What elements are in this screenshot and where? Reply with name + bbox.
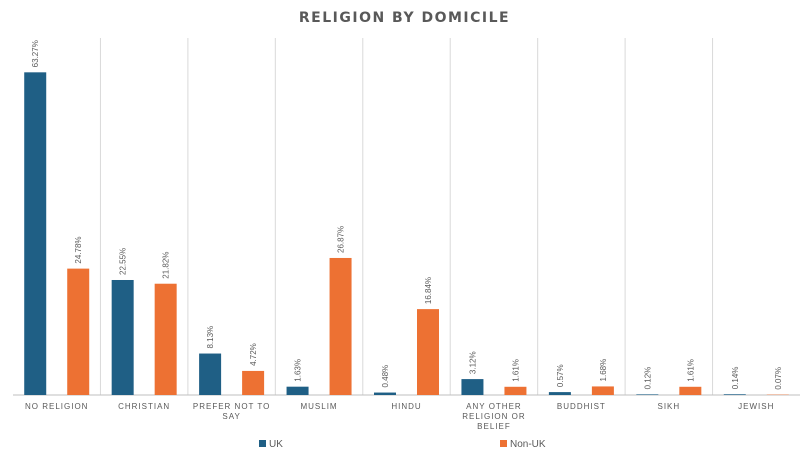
category-label-any-other-religion-or-belief: ANY OTHER RELIGION OR BELIEF: [452, 402, 536, 432]
data-label-non-uk-muslim: 26.87%: [337, 226, 346, 253]
category-label-buddhist: BUDDHIST: [539, 402, 623, 412]
category-label-jewish: JEWISH: [714, 402, 798, 412]
data-label-non-uk-christian: 21.82%: [162, 252, 171, 279]
bar-non-uk-any-other-religion-or-belief: [504, 387, 526, 395]
data-label-uk-any-other-religion-or-belief: 3.12%: [468, 351, 477, 374]
data-label-non-uk-no-religion: 24.78%: [74, 236, 83, 263]
bar-uk-hindu: [374, 393, 396, 395]
legend-label-uk: UK: [269, 439, 283, 450]
bar-uk-sikh: [636, 394, 658, 395]
bar-non-uk-prefer-not-to-say: [242, 371, 264, 395]
data-label-uk-hindu: 0.48%: [381, 365, 390, 388]
data-label-uk-jewish: 0.14%: [731, 367, 740, 390]
data-label-non-uk-jewish: 0.07%: [774, 367, 783, 390]
data-label-non-uk-buddhist: 1.68%: [599, 359, 608, 382]
bar-non-uk-christian: [155, 284, 177, 395]
data-label-uk-no-religion: 63.27%: [31, 40, 40, 67]
data-label-uk-prefer-not-to-say: 8.13%: [206, 326, 215, 349]
data-label-uk-sikh: 0.12%: [643, 367, 652, 390]
bar-uk-prefer-not-to-say: [199, 354, 221, 395]
bar-non-uk-no-religion: [67, 269, 89, 395]
data-label-uk-muslim: 1.63%: [294, 359, 303, 382]
bar-non-uk-hindu: [417, 309, 439, 395]
data-label-non-uk-sikh: 1.61%: [686, 359, 695, 382]
data-label-non-uk-hindu: 16.84%: [424, 277, 433, 304]
data-label-non-uk-any-other-religion-or-belief: 1.61%: [511, 359, 520, 382]
data-label-non-uk-prefer-not-to-say: 4.72%: [249, 343, 258, 366]
bar-uk-jewish: [724, 394, 746, 395]
category-label-christian: CHRISTIAN: [102, 402, 186, 412]
category-label-sikh: SIKH: [627, 402, 711, 412]
legend-label-non-uk: Non-UK: [510, 439, 546, 450]
legend-swatch-uk: [259, 440, 266, 447]
bar-non-uk-buddhist: [592, 386, 614, 395]
legend-uk: UK: [259, 440, 283, 450]
bar-uk-muslim: [287, 387, 309, 395]
category-label-muslim: MUSLIM: [277, 402, 361, 412]
legend-swatch-non-uk: [500, 440, 507, 447]
bar-uk-christian: [112, 280, 134, 395]
legend-non-uk: Non-UK: [500, 440, 546, 450]
bar-uk-any-other-religion-or-belief: [461, 379, 483, 395]
category-label-hindu: HINDU: [365, 402, 449, 412]
bar-non-uk-muslim: [330, 258, 352, 395]
data-label-uk-christian: 22.55%: [119, 248, 128, 275]
bar-uk-buddhist: [549, 392, 571, 395]
data-label-uk-buddhist: 0.57%: [556, 364, 565, 387]
bar-non-uk-sikh: [679, 387, 701, 395]
category-label-no-religion: NO RELIGION: [15, 402, 99, 412]
category-label-prefer-not-to-say: PREFER NOT TO SAY: [190, 402, 274, 422]
bar-uk-no-religion: [24, 72, 46, 395]
